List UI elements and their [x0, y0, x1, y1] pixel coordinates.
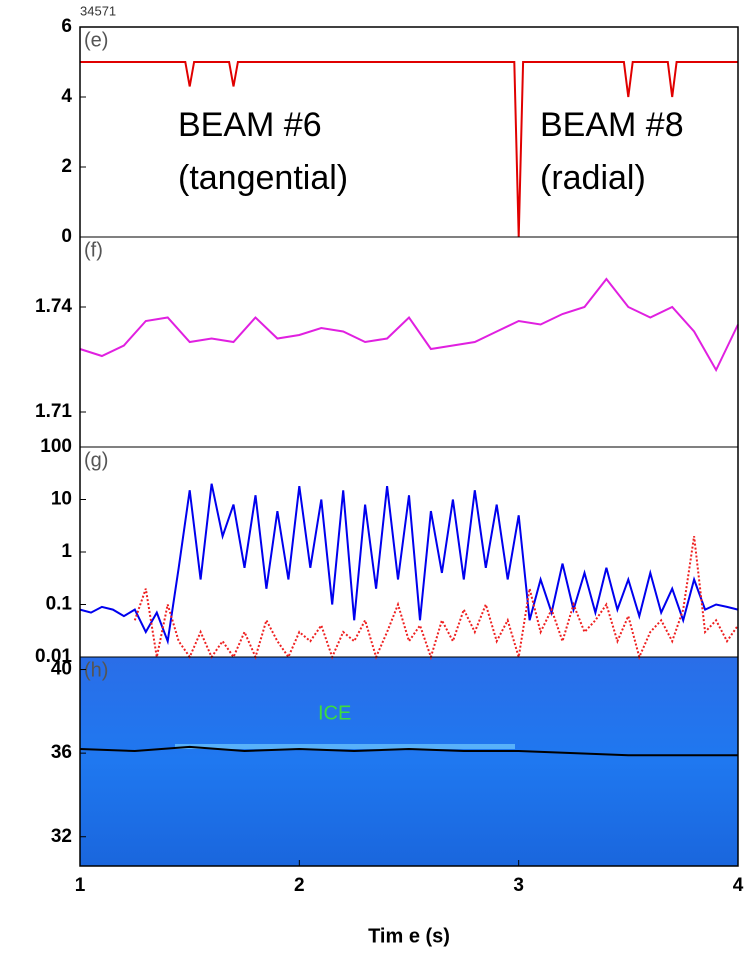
annotation: (tangential) [178, 159, 348, 197]
y-tick-label: 40 [51, 659, 72, 680]
panel-label: (e) [84, 29, 108, 51]
spectrogram [80, 657, 738, 866]
data-line [79, 277, 739, 373]
shot-number: 34571 [80, 3, 116, 18]
y-tick-label: 6 [61, 16, 72, 37]
x-tick-label: 4 [733, 875, 744, 896]
panel-label: (f) [84, 239, 103, 261]
x-tick-label: 3 [513, 875, 524, 896]
y-tick-label: 4 [61, 86, 72, 107]
y-tick-label: 0.1 [46, 594, 73, 615]
x-tick-label: 1 [75, 875, 86, 896]
annotation: BEAM #6 [178, 106, 322, 144]
plots: (e)0246(f)1.711.74(g)0.010.1110100(h)323… [35, 16, 744, 896]
annotation: BEAM #8 [540, 106, 684, 144]
data-line [79, 745, 738, 757]
panel-label: (g) [84, 449, 108, 471]
y-tick-label: 100 [40, 436, 72, 457]
y-tick-label: 0.01 [35, 646, 72, 667]
y-tick-label: 0 [61, 226, 72, 247]
data-line [133, 536, 739, 661]
y-tick-label: 1 [61, 541, 72, 562]
y-tick-label: 1.74 [35, 296, 72, 317]
x-axis-label: Tim e (s) [368, 925, 450, 947]
annotation: (radial) [540, 159, 646, 197]
y-tick-label: 10 [51, 489, 72, 510]
y-tick-label: 1.71 [35, 401, 72, 422]
data-line [79, 483, 739, 646]
annotation: ICE [318, 702, 351, 724]
y-tick-label: 36 [51, 742, 72, 763]
x-tick-label: 2 [294, 875, 305, 896]
y-tick-label: 32 [51, 826, 72, 847]
panel-label: (h) [84, 659, 108, 681]
ice-band [175, 744, 515, 749]
y-tick-label: 2 [61, 156, 72, 177]
data-line [80, 61, 738, 238]
